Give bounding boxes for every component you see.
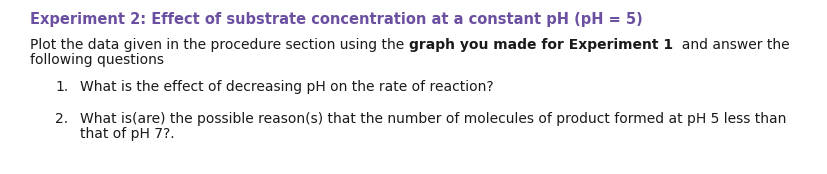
Text: 1.: 1. bbox=[55, 80, 68, 94]
Text: and answer the: and answer the bbox=[672, 38, 788, 52]
Text: What is the effect of decreasing pH on the rate of reaction?: What is the effect of decreasing pH on t… bbox=[80, 80, 493, 94]
Text: Experiment 2: Effect of substrate concentration at a constant pH (pH = 5): Experiment 2: Effect of substrate concen… bbox=[30, 12, 642, 27]
Text: 2.: 2. bbox=[55, 112, 68, 126]
Text: What is(are) the possible reason(s) that the number of molecules of product form: What is(are) the possible reason(s) that… bbox=[80, 112, 786, 126]
Text: following questions: following questions bbox=[30, 53, 164, 67]
Text: that of pH 7?.: that of pH 7?. bbox=[80, 127, 174, 141]
Text: graph you made for Experiment 1: graph you made for Experiment 1 bbox=[409, 38, 672, 52]
Text: Plot the data given in the procedure section using the: Plot the data given in the procedure sec… bbox=[30, 38, 409, 52]
